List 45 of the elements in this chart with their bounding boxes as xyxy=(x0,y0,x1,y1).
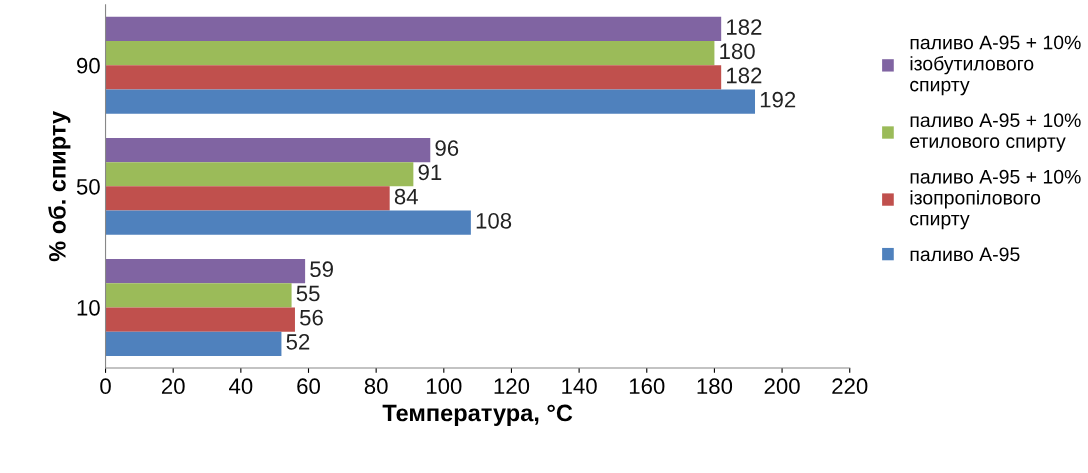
bar xyxy=(105,137,431,163)
x-tick-label: 140 xyxy=(562,378,597,395)
bar xyxy=(105,307,295,332)
x-tick-label: 180 xyxy=(697,378,733,395)
bar xyxy=(105,331,282,356)
data-label: 192 xyxy=(760,91,796,108)
data-label: 84 xyxy=(394,188,418,205)
bar xyxy=(105,41,715,66)
x-tick-label: 20 xyxy=(161,378,185,395)
data-label: 96 xyxy=(435,140,459,156)
data-label: 56 xyxy=(300,309,323,326)
x-tick-label: 120 xyxy=(494,378,530,395)
x-tick-label: 220 xyxy=(832,378,868,395)
legend-label: паливо А-95 + 10% ізобутилового спирту xyxy=(910,35,1081,96)
data-label: 180 xyxy=(720,43,755,60)
legend-label: паливо А-95 + 10% ізопропілового спирту xyxy=(910,169,1081,230)
x-tick-label: 200 xyxy=(764,378,800,395)
x-tick-label: 60 xyxy=(297,378,320,395)
x-tick-label: 160 xyxy=(629,378,665,395)
data-label: 59 xyxy=(310,261,333,278)
legend-label: паливо А-95 xyxy=(910,247,1020,262)
x-tick-label: 0 xyxy=(100,378,111,395)
data-label: 182 xyxy=(727,19,762,35)
data-label: 52 xyxy=(286,334,310,350)
bar xyxy=(105,162,414,187)
x-tick-label: 80 xyxy=(364,378,388,395)
data-label: 91 xyxy=(418,164,442,181)
data-label: 108 xyxy=(476,212,512,229)
bar xyxy=(105,65,722,90)
bar xyxy=(105,89,756,114)
bar xyxy=(105,186,390,211)
bar xyxy=(105,283,292,308)
x-axis-title: Температура, °С xyxy=(382,404,573,426)
y-tick-label: 10 xyxy=(77,299,100,316)
x-tick-label: 100 xyxy=(426,378,462,395)
y-tick-label: 90 xyxy=(77,57,100,74)
x-tick-label: 40 xyxy=(229,378,253,395)
legend-label: паливо А-95 + 10% етилового спирту xyxy=(910,113,1081,152)
y-axis-title: % об. спирту xyxy=(48,111,71,262)
bar xyxy=(105,210,471,235)
bar xyxy=(105,16,722,42)
y-tick-label: 50 xyxy=(76,178,100,195)
data-label: 182 xyxy=(727,67,762,84)
bar xyxy=(105,259,306,284)
data-label: 55 xyxy=(296,285,320,302)
